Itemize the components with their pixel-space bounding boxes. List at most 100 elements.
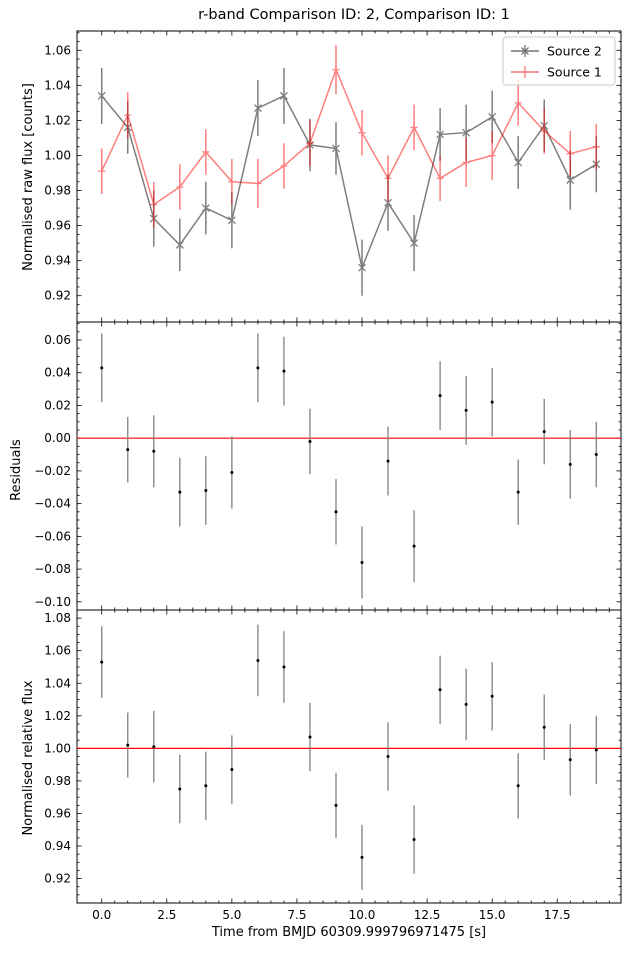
y-tick-label: −0.10	[34, 595, 71, 609]
data-point	[462, 158, 470, 166]
data-point	[568, 758, 572, 762]
data-point	[178, 787, 182, 791]
data-point	[462, 128, 471, 137]
data-point	[152, 745, 156, 749]
data-point	[542, 430, 546, 434]
data-point	[540, 127, 548, 135]
data-point	[568, 462, 572, 466]
data-point	[201, 204, 210, 213]
data-point	[176, 183, 184, 191]
chart-title: r-band Comparison ID: 2, Comparison ID: …	[198, 7, 510, 23]
data-point	[306, 139, 314, 147]
top-panel-y-label: Normalised raw flux [counts]	[21, 83, 36, 271]
data-point	[204, 784, 208, 788]
data-point	[334, 803, 338, 807]
y-tick-label: 0.94	[44, 254, 71, 268]
y-tick-label: 0.92	[44, 872, 71, 886]
data-point	[516, 784, 520, 788]
data-point	[98, 167, 106, 175]
data-point	[282, 665, 286, 669]
legend-handle	[511, 45, 539, 57]
x-tick-label: 15.0	[479, 908, 506, 922]
panel-3	[76, 609, 622, 904]
y-tick-label: −0.04	[34, 497, 71, 511]
y-tick-label: −0.06	[34, 529, 71, 543]
y-tick-label: 0.96	[44, 219, 71, 233]
data-point	[438, 688, 442, 692]
data-point	[488, 151, 496, 159]
legend-label: Source 2	[547, 44, 602, 59]
data-point	[412, 544, 416, 548]
legend-marker	[521, 66, 529, 78]
data-point	[256, 658, 260, 662]
data-point	[175, 240, 184, 249]
y-tick-label: 0.02	[44, 398, 71, 412]
panel-frame	[76, 321, 622, 611]
data-point	[566, 176, 575, 184]
legend-handle	[511, 66, 539, 78]
y-tick-label: −0.02	[34, 464, 71, 478]
series-line	[101, 67, 597, 206]
y-tick-label: 0.92	[44, 289, 71, 303]
data-point	[332, 66, 340, 74]
data-point	[332, 144, 340, 153]
y-tick-label: 1.08	[44, 611, 71, 625]
y-tick-label: 0.00	[44, 431, 71, 445]
y-tick-label: 0.06	[44, 333, 71, 347]
data-point	[516, 490, 520, 494]
y-tick-label: 1.06	[44, 43, 71, 57]
x-tick-label: 5.0	[222, 908, 241, 922]
y-tick-label: 1.00	[44, 741, 71, 755]
data-point	[436, 174, 444, 182]
y-tick-label: −0.08	[34, 562, 71, 576]
x-axis-label: Time from BMJD 60309.999796971475 [s]	[211, 925, 486, 940]
data-point	[360, 855, 364, 859]
data-point	[228, 178, 236, 186]
data-point	[592, 143, 600, 151]
data-point	[254, 180, 262, 188]
y-tick-label: 1.02	[44, 113, 71, 127]
data-point	[280, 162, 288, 170]
data-point	[514, 158, 523, 167]
data-point	[384, 198, 393, 207]
data-point	[100, 366, 104, 370]
panel-2	[76, 321, 622, 611]
data-point	[124, 111, 132, 119]
data-point	[253, 104, 262, 113]
legend-box	[502, 36, 616, 86]
data-point	[100, 660, 104, 664]
data-point	[256, 366, 260, 370]
data-point	[202, 148, 210, 156]
series-line	[101, 94, 597, 271]
data-point	[410, 123, 418, 131]
data-point	[152, 449, 156, 453]
y-tick-label: 1.04	[44, 676, 71, 690]
panel-frame	[76, 609, 622, 904]
data-point	[282, 369, 286, 373]
data-point	[178, 490, 182, 494]
y-tick-label: 1.04	[44, 78, 71, 92]
data-point	[464, 702, 468, 706]
data-point	[514, 99, 522, 107]
x-tick-label: 2.5	[157, 908, 176, 922]
data-point	[436, 130, 445, 139]
legend-label: Source 1	[547, 65, 602, 80]
x-tick-label: 12.5	[414, 908, 441, 922]
data-point	[334, 510, 338, 514]
y-tick-label: 1.06	[44, 644, 71, 658]
data-point	[386, 755, 390, 758]
bottom-panel-y-label: Normalised relative flux	[21, 680, 36, 835]
x-tick-label: 10.0	[349, 908, 376, 922]
x-tick-label: 17.5	[544, 908, 571, 922]
y-tick-label: 0.04	[44, 366, 71, 380]
data-point	[594, 453, 598, 457]
y-tick-label: 0.96	[44, 806, 71, 820]
data-point	[412, 838, 416, 842]
data-point	[150, 201, 158, 209]
data-point	[384, 174, 392, 182]
middle-panel-y-label: Residuals	[9, 439, 24, 501]
y-tick-label: 1.00	[44, 148, 71, 162]
data-point	[230, 471, 234, 475]
